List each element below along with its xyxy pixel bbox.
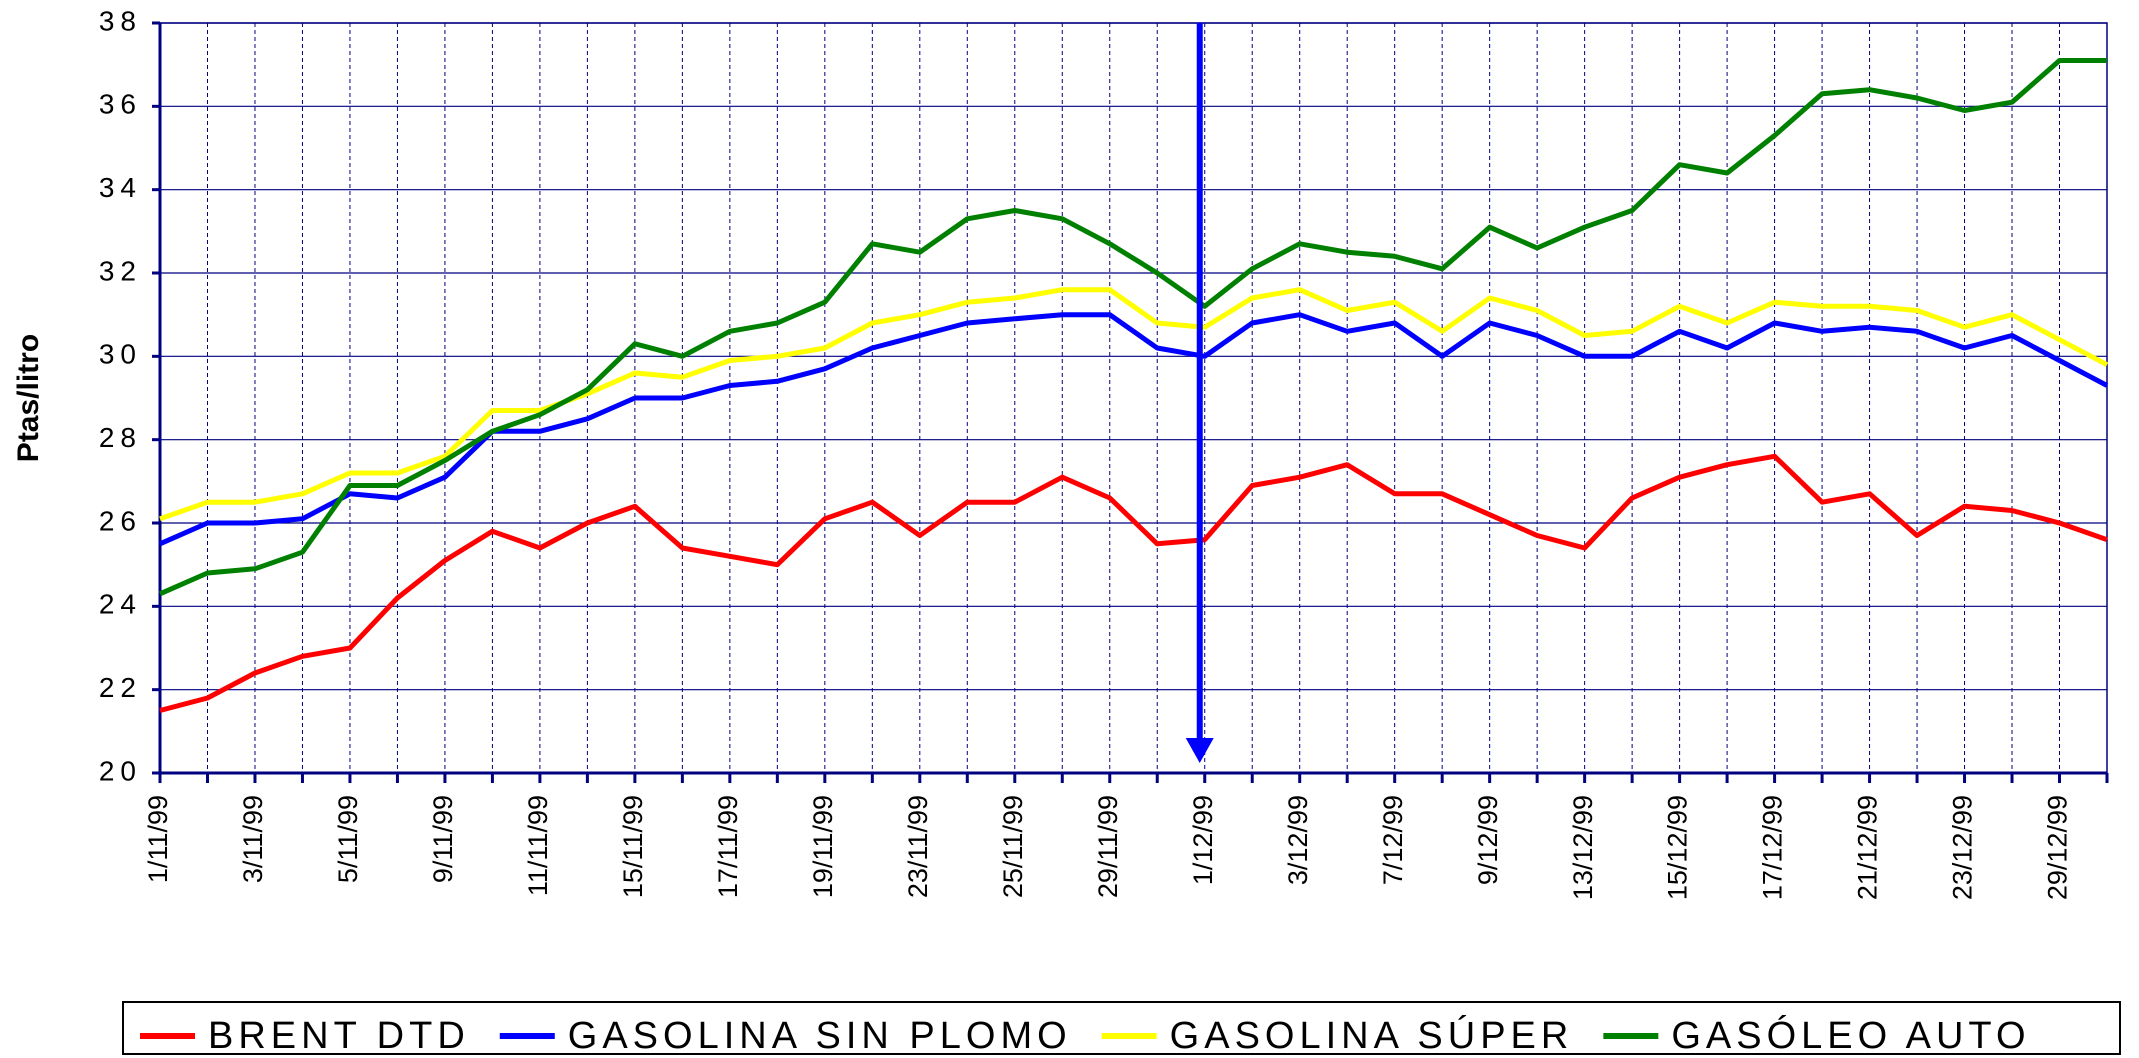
legend-label: GASÓLEO AUTO bbox=[1671, 1014, 2030, 1057]
legend: BRENT DTD GASOLINA SIN PLOMO GASOLINA SÚPE… bbox=[122, 1001, 2121, 1057]
y-tick-label: 26 bbox=[99, 505, 142, 536]
x-tick-label: 25/11/99 bbox=[998, 795, 1028, 898]
x-tick-label: 23/11/99 bbox=[903, 795, 933, 898]
legend-label: BRENT DTD bbox=[208, 1015, 470, 1057]
legend-box bbox=[122, 1001, 2121, 1055]
y-tick-label: 20 bbox=[99, 755, 142, 786]
y-tick-label: 34 bbox=[99, 172, 142, 203]
x-tick-label: 15/12/99 bbox=[1663, 795, 1693, 900]
series-line bbox=[159, 453, 2108, 713]
plot-frame bbox=[159, 22, 2108, 774]
x-tick-label: 5/11/99 bbox=[333, 795, 363, 883]
x-tick-label: 29/11/99 bbox=[1093, 795, 1123, 898]
series-line bbox=[158, 58, 2107, 597]
x-tick-label: 9/11/99 bbox=[428, 795, 458, 883]
x-tick-label: 3/11/99 bbox=[238, 795, 268, 883]
y-tick-label: 36 bbox=[99, 89, 142, 120]
arrow-head bbox=[1185, 738, 1214, 763]
x-tick-label: 17/12/99 bbox=[1758, 795, 1788, 900]
x-tick-label: 11/11/99 bbox=[523, 795, 553, 896]
x-tick-label: 1/11/99 bbox=[143, 795, 173, 883]
x-tick-label: 15/11/99 bbox=[618, 795, 648, 898]
series-line bbox=[159, 287, 2109, 522]
x-tick-label: 21/12/99 bbox=[1853, 795, 1883, 900]
y-tick-label: 22 bbox=[99, 672, 142, 703]
x-tick-label: 9/12/99 bbox=[1473, 795, 1503, 885]
x-tick-label: 23/12/99 bbox=[1948, 795, 1978, 900]
y-tick-label: 30 bbox=[99, 339, 142, 370]
series-line bbox=[158, 312, 2109, 547]
x-tick-label: 19/11/99 bbox=[808, 795, 838, 898]
x-tick-label: 7/12/99 bbox=[1378, 795, 1408, 885]
x-tick-label: 1/12/99 bbox=[1188, 795, 1218, 885]
y-tick-label: 24 bbox=[99, 589, 142, 620]
x-tick-label: 13/12/99 bbox=[1568, 795, 1598, 900]
y-tick-label: 32 bbox=[99, 255, 142, 286]
legend-label: GASOLINA SIN PLOMO bbox=[568, 1015, 1072, 1057]
legend-label: GASOLINA SÚPER bbox=[1170, 1014, 1574, 1057]
x-tick-label: 29/12/99 bbox=[2043, 795, 2073, 900]
x-tick-label: 3/12/99 bbox=[1283, 795, 1313, 885]
x-tick-label: 17/11/99 bbox=[713, 795, 743, 898]
y-axis-label: Ptas/litro bbox=[12, 334, 45, 462]
y-tick-label: 38 bbox=[99, 5, 142, 36]
y-tick-label: 28 bbox=[99, 422, 142, 453]
